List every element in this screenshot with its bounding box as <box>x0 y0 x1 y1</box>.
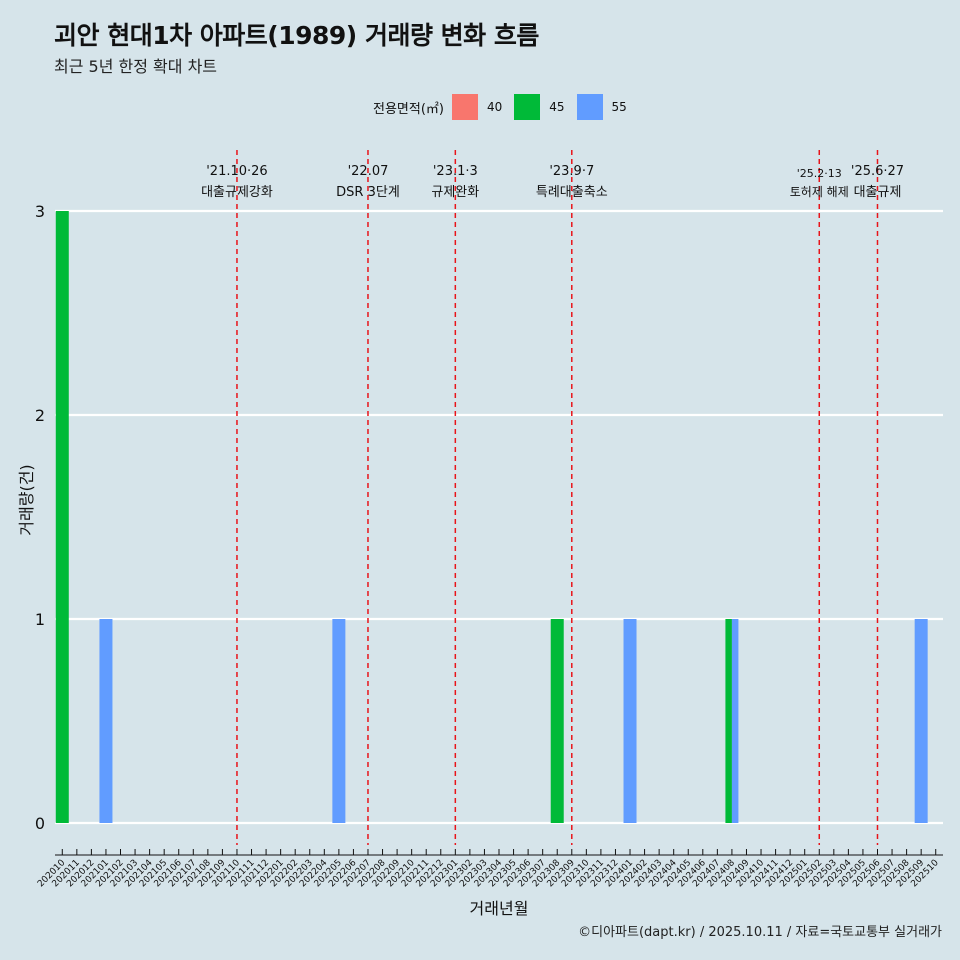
event-label: 토허제 해제 <box>790 185 849 199</box>
legend-label-55: 55 <box>611 100 627 114</box>
bar-202101-55 <box>99 619 113 823</box>
legend-swatch-45 <box>514 94 541 120</box>
source-caption: ©디아파트(dapt.kr) / 2025.10.11 / 자료=국토교통부 실… <box>578 925 942 940</box>
chart-title: 괴안 현대1차 아파트(1989) 거래량 변화 흐름 <box>54 21 539 50</box>
event-label: DSR 3단계 <box>336 185 400 200</box>
y-tick-label: 2 <box>35 406 45 425</box>
bar-202401-55 <box>623 619 637 823</box>
event-label: 규제완화 <box>431 185 479 200</box>
event-date: '23.1·3 <box>433 164 478 179</box>
bar-202010-45 <box>55 211 69 823</box>
event-date: '23.9·7 <box>549 164 594 179</box>
bar-202205-55 <box>332 619 346 823</box>
bar-202408-55 <box>731 619 739 823</box>
x-axis-title: 거래년월 <box>470 899 529 918</box>
chart-subtitle: 최근 5년 한정 확대 차트 <box>54 57 218 76</box>
y-axis-title: 거래량(건) <box>17 464 36 535</box>
event-date: '22.07 <box>348 164 389 179</box>
y-tick-label: 3 <box>35 202 45 221</box>
event-date: '25.6·27 <box>851 164 904 179</box>
event-label: 대출규제 <box>854 185 902 200</box>
event-date: '25.2·13 <box>797 167 842 180</box>
legend-label-45: 45 <box>549 100 565 114</box>
bar-202509-55 <box>914 619 928 823</box>
legend-swatch-55 <box>576 94 603 120</box>
legend: 전용면적(㎡) 40 45 55 <box>373 92 639 122</box>
legend-swatch-40 <box>451 94 478 120</box>
event-label: 특례대출축소 <box>536 185 608 200</box>
y-tick-label: 1 <box>35 610 45 629</box>
legend-label-40: 40 <box>486 100 503 114</box>
y-tick-label: 0 <box>35 814 45 833</box>
event-date: '21.10·26 <box>206 164 267 179</box>
legend-title: 전용면적(㎡) <box>373 101 444 117</box>
event-label: 대출규제강화 <box>201 185 273 200</box>
bar-202308-45 <box>550 619 564 823</box>
bar-202408-45 <box>725 619 732 823</box>
